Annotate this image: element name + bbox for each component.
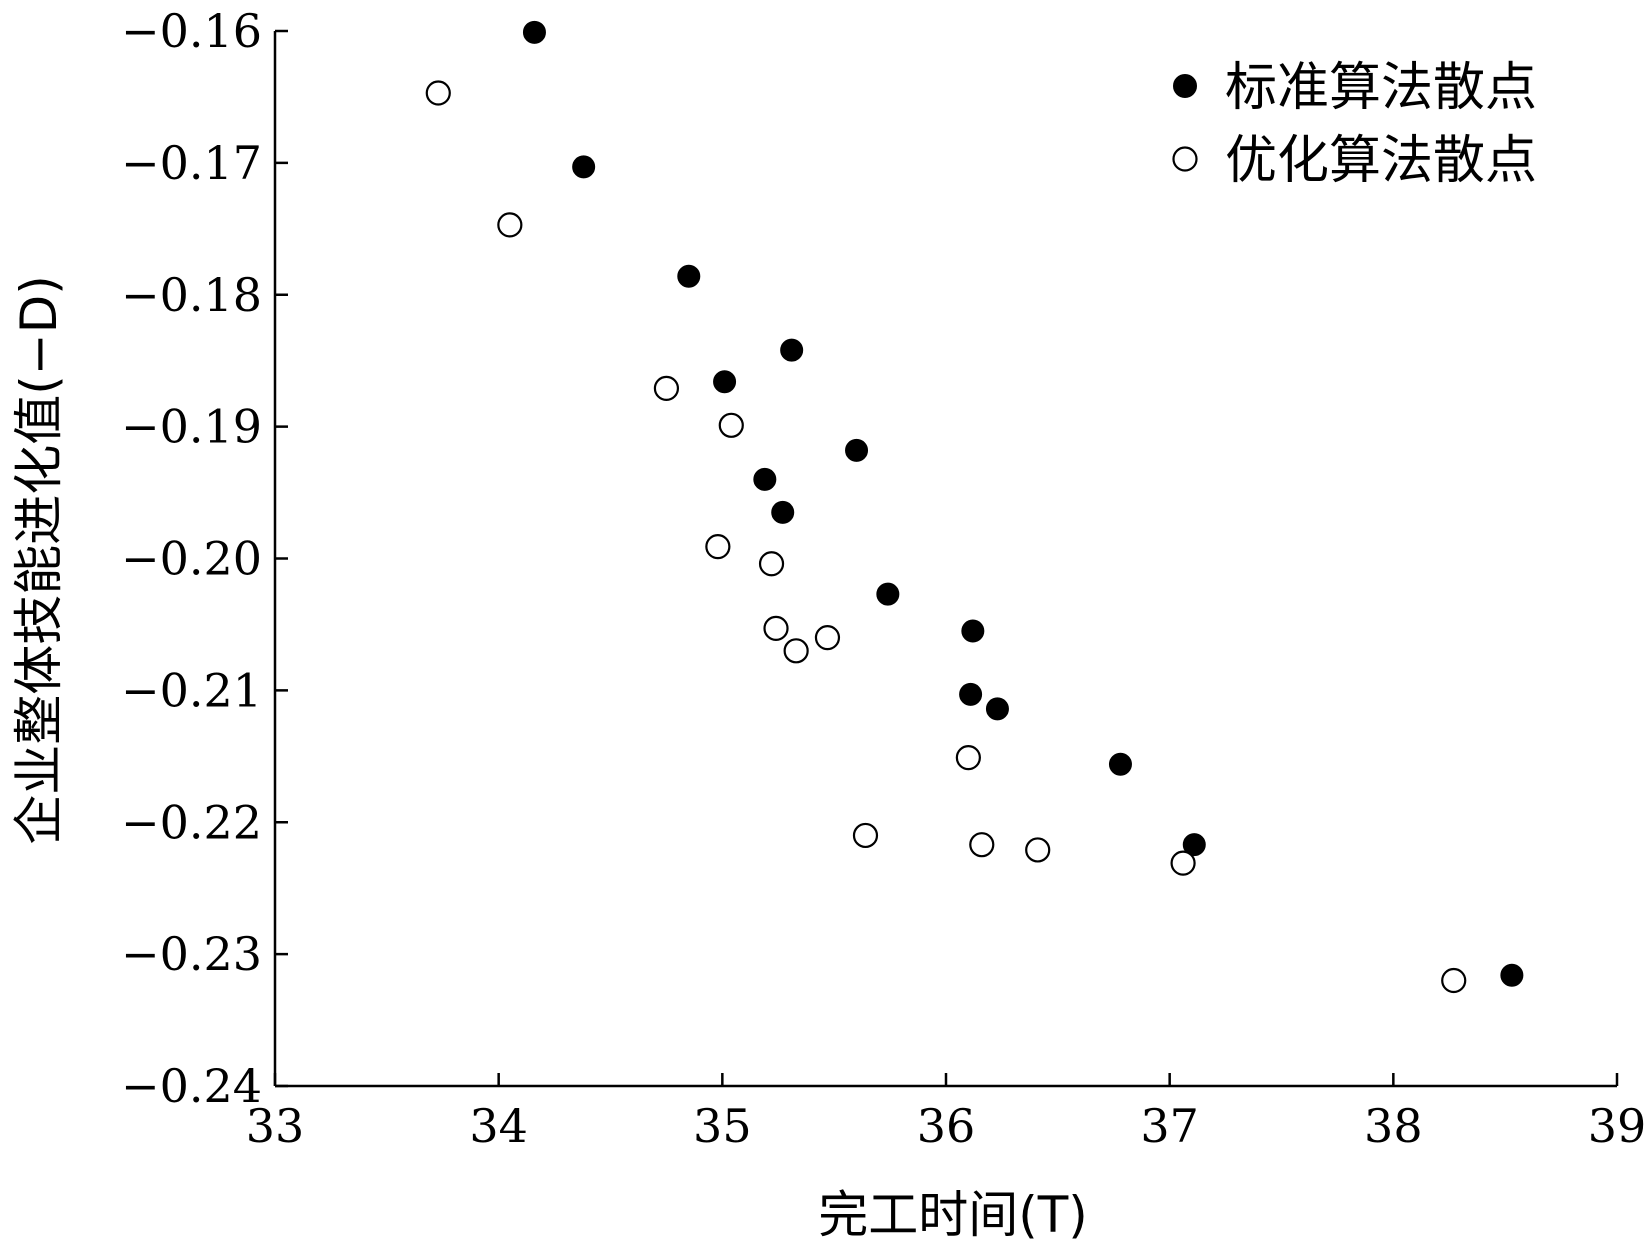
x-axis-title: 完工时间(T) <box>818 1186 1088 1240</box>
data-points <box>425 20 1524 994</box>
legend-label: 优化算法散点 <box>1225 131 1537 191</box>
y-axis-title: 企业整体技能进化值(−D) <box>10 275 68 844</box>
x-tick-label: 34 <box>469 1099 528 1153</box>
optimized-algorithm-point <box>1170 850 1196 876</box>
optimized-algorithm-point <box>497 212 523 238</box>
optimized-algorithm-point <box>814 625 841 651</box>
standard-algorithm-point <box>522 20 546 44</box>
x-tick-label: 35 <box>693 1099 752 1153</box>
legend-marker-optimized <box>1172 146 1198 172</box>
standard-algorithm-point <box>845 438 869 462</box>
optimized-algorithm-point <box>783 638 809 664</box>
standard-algorithm-point <box>771 500 795 524</box>
optimized-algorithm-point <box>758 551 785 577</box>
standard-algorithm-point <box>959 682 983 706</box>
y-tick-label: −0.17 <box>121 136 262 190</box>
optimized-algorithm-point <box>705 534 731 560</box>
x-tick-label: 39 <box>1588 1099 1647 1153</box>
optimized-algorithm-point <box>852 822 879 849</box>
optimized-algorithm-point <box>969 832 995 858</box>
optimized-algorithm-point <box>763 615 789 641</box>
standard-algorithm-point <box>1108 752 1132 776</box>
y-tick-label: −0.19 <box>121 400 262 454</box>
legend-marker-standard <box>1173 74 1197 98</box>
standard-algorithm-point <box>985 697 1009 721</box>
standard-algorithm-point <box>572 155 596 179</box>
optimized-algorithm-point <box>1025 837 1051 863</box>
y-tick-label: −0.24 <box>121 1059 262 1113</box>
y-tick-label: −0.16 <box>121 4 262 58</box>
y-tick-label: −0.22 <box>121 795 262 849</box>
standard-algorithm-point <box>780 338 804 362</box>
standard-algorithm-point <box>677 264 701 288</box>
optimized-algorithm-point <box>653 375 680 401</box>
standard-algorithm-point <box>961 619 985 643</box>
standard-algorithm-point <box>713 370 737 394</box>
y-tick-label: −0.20 <box>121 532 262 586</box>
standard-algorithm-point <box>1500 963 1524 987</box>
x-tick-label: 37 <box>1140 1099 1199 1153</box>
y-ticks: −0.16 −0.17 −0.18 −0.19 −0.20 −0.21 −0.22 −0.23… <box>121 4 288 1113</box>
y-tick-label: −0.18 <box>121 268 262 322</box>
standard-algorithm-point <box>1182 833 1206 857</box>
optimized-algorithm-point <box>955 745 981 771</box>
legend-label: 标准算法散点 <box>1225 58 1537 118</box>
y-tick-label: −0.21 <box>121 663 262 717</box>
x-tick-label: 36 <box>917 1099 976 1153</box>
optimized-algorithm-point <box>425 80 451 106</box>
x-tick-label: 38 <box>1364 1099 1423 1153</box>
x-ticks: 33 34 35 36 37 38 39 <box>246 1073 1647 1153</box>
standard-algorithm-point <box>753 467 777 491</box>
optimized-algorithm-point <box>718 412 744 438</box>
optimized-algorithm-point <box>1441 967 1467 994</box>
standard-algorithm-point <box>876 582 900 606</box>
y-tick-label: −0.23 <box>121 927 262 981</box>
x-tick-label: 33 <box>246 1099 305 1153</box>
